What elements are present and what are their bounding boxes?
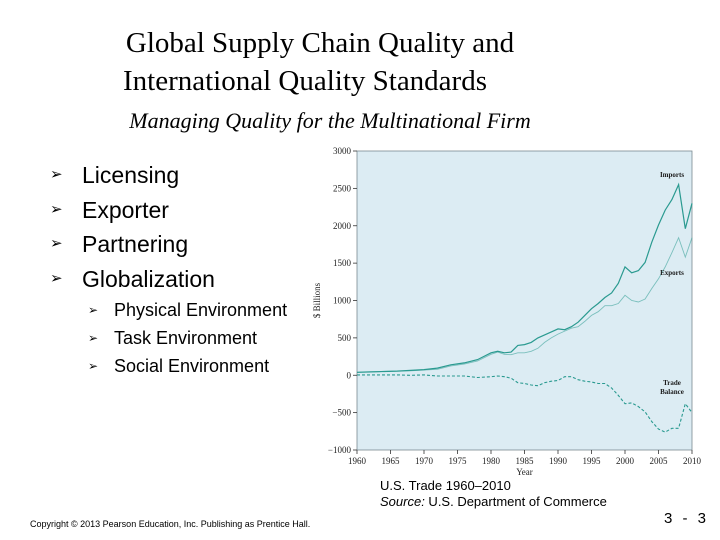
caption-source-text: U.S. Department of Commerce [424, 494, 607, 509]
x-tick-label: 1980 [482, 456, 501, 466]
bullet-item: ➢ Licensing [50, 158, 215, 193]
y-tick-label: 2000 [333, 221, 352, 231]
page-number: 3 - 3 [664, 510, 710, 527]
trade-balance-annotation: Balance [660, 388, 684, 396]
sub-bullet-text: Physical Environment [114, 300, 288, 320]
x-tick-label: 2000 [616, 456, 635, 466]
y-tick-label: 500 [338, 333, 352, 343]
slide-subtitle: Managing Quality for the Multinational F… [129, 108, 531, 133]
y-tick-label: 1500 [333, 258, 352, 268]
bullet-text: Globalization [82, 265, 215, 292]
sub-bullet-item: ➢ Task Environment [88, 324, 287, 352]
y-tick-label: 1000 [333, 296, 352, 306]
trade-chart: −1000 −500 0 500 1000 1500 2000 2500 3000 1960 196… [312, 143, 704, 479]
x-tick-label: 1975 [449, 456, 468, 466]
title-line-2: International Quality Standards [122, 65, 487, 97]
chart-caption: U.S. Trade 1960–2010 Source: U.S. Depart… [380, 478, 607, 510]
bullet-text: Licensing [82, 162, 180, 188]
sub-bullet-item: ➢ Social Environment [88, 352, 287, 380]
bullet-item: ➢ Exporter [50, 193, 215, 228]
arrow-bullet-icon: ➢ [50, 269, 63, 287]
plot-area [356, 150, 693, 451]
exports-annotation: Exports [660, 269, 684, 277]
title-line-1: Global Supply Chain Quality and [125, 27, 515, 59]
y-tick-label: 3000 [333, 146, 352, 156]
x-tick-label: 1960 [348, 456, 367, 466]
sub-bullet-text: Social Environment [114, 356, 270, 376]
caption-source-label: Source: [380, 494, 425, 509]
x-tick-label: 2010 [683, 456, 702, 466]
x-tick-label: 1965 [382, 456, 401, 466]
arrow-bullet-icon: ➢ [50, 235, 63, 252]
x-tick-label: 1970 [415, 456, 434, 466]
copyright-notice: Copyright © 2013 Pearson Education, Inc.… [30, 519, 311, 529]
y-tick-label: 2500 [333, 183, 352, 193]
sub-bullet-item: ➢ Physical Environment [88, 296, 287, 324]
bullet-list: ➢ Licensing ➢ Exporter ➢ Partnering ➢ Global… [50, 158, 215, 296]
y-tick-label: 0 [347, 370, 352, 380]
x-tick-label: 1990 [549, 456, 568, 466]
x-tick-label: 1995 [583, 456, 602, 466]
trade-chart-svg: −1000 −500 0 500 1000 1500 2000 2500 3000 1960 196… [312, 146, 702, 477]
bullet-text: Partnering [82, 231, 189, 257]
x-tick-label: 1985 [516, 456, 535, 466]
arrow-bullet-icon: ➢ [88, 331, 99, 345]
sub-bullet-text: Task Environment [114, 328, 258, 348]
bullet-text: Exporter [82, 196, 169, 223]
arrow-bullet-icon: ➢ [88, 359, 99, 373]
slide-title: Global Supply Chain Quality and Internat… [0, 24, 720, 100]
bullet-item: ➢ Globalization [50, 262, 215, 297]
y-tick-label: −1000 [328, 445, 352, 455]
y-axis-label: $ Billions [312, 282, 322, 318]
y-tick-label: −500 [332, 408, 351, 418]
imports-annotation: Imports [660, 171, 684, 179]
caption-title: U.S. Trade 1960–2010 [380, 478, 511, 493]
arrow-bullet-icon: ➢ [50, 166, 63, 183]
series-line-exports [356, 236, 693, 373]
series-line-imports [356, 182, 693, 373]
bullet-item: ➢ Partnering [50, 227, 215, 262]
x-axis-label: Year [516, 467, 533, 477]
sub-bullet-list: ➢ Physical Environment ➢ Task Environment … [88, 296, 287, 380]
x-tick-label: 2005 [650, 456, 669, 466]
arrow-bullet-icon: ➢ [88, 303, 99, 317]
arrow-bullet-icon: ➢ [50, 200, 63, 218]
trade-balance-annotation: Trade [663, 379, 681, 387]
